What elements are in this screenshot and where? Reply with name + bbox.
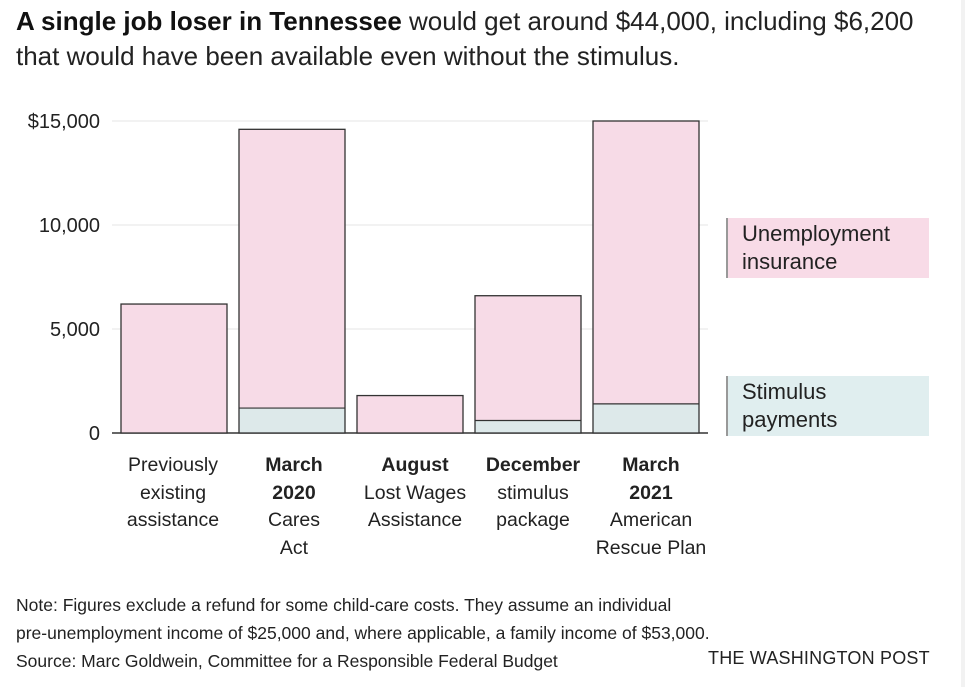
bar-unemployment — [239, 129, 345, 409]
bar-outline — [356, 394, 464, 434]
footnote-line-1: Note: Figures exclude a refund for some … — [16, 595, 672, 615]
bar-outline — [474, 295, 582, 434]
bar-outline — [238, 128, 346, 434]
headline-bold: A single job loser in Tennessee — [16, 6, 402, 36]
x-category-bold-line: March — [265, 454, 323, 476]
bar-stimulus — [475, 420, 581, 433]
bar-outline — [592, 120, 700, 434]
x-category-bold-line: December — [485, 454, 581, 476]
x-category-label: December stimulus package — [463, 452, 603, 535]
footnote-line-2: pre-unemployment income of $25,000 and, … — [16, 623, 710, 643]
x-category-line: existing — [139, 481, 207, 504]
bar-unemployment — [357, 395, 463, 433]
x-category-line: Cares — [267, 509, 321, 531]
bar-unemployment — [121, 304, 227, 433]
x-category-line: assistance — [126, 509, 220, 531]
x-category-line: Act — [279, 536, 309, 559]
publisher-credit: THE WASHINGTON POST — [708, 648, 930, 668]
x-category-label: August Lost Wages Assistance — [345, 452, 485, 535]
legend-stimulus-line-2: payments — [742, 407, 838, 432]
headline-rest: would get around $44,000, including $6,2… — [16, 6, 914, 71]
x-category-line: American — [609, 509, 693, 531]
x-category-line: 2021 — [629, 481, 673, 504]
bar-unemployment — [593, 121, 699, 404]
x-category-bold-line: August — [381, 454, 449, 476]
x-category-line: Lost Wages — [363, 481, 467, 504]
stacked-bar-chart: 0 5,000 10,000 $15,000 — [28, 111, 708, 445]
x-category-line: Assistance — [367, 509, 463, 531]
source-line: Source: Marc Goldwein, Committee for a R… — [16, 651, 558, 671]
bar-unemployment — [475, 295, 581, 421]
headline: A single job loser in Tennessee would ge… — [16, 4, 946, 74]
y-tick-label: 0 — [89, 423, 100, 445]
bar-stimulus — [593, 403, 699, 433]
legend-unemployment-line-2: insurance — [742, 249, 838, 274]
legend-stimulus-line-1: Stimulus — [742, 379, 827, 404]
x-category-label: March 2021 American Rescue Plan — [581, 452, 721, 562]
y-tick-label: $15,000 — [28, 111, 100, 133]
bar-outline — [120, 303, 228, 434]
y-tick-label: 5,000 — [50, 319, 100, 341]
scrollbar[interactable] — [961, 0, 965, 687]
x-category-label: March 2020 Cares Act — [224, 452, 364, 562]
x-category-label: Previously existing assistance — [103, 452, 243, 535]
x-category-line: Rescue Plan — [595, 536, 707, 559]
legend-stimulus: Stimulus payments — [726, 376, 929, 436]
x-category-line: 2020 — [272, 481, 316, 504]
y-tick-label: 10,000 — [39, 215, 100, 237]
x-category-line: Previously — [128, 454, 218, 476]
x-category-line: package — [496, 509, 570, 531]
bar-stimulus — [239, 408, 345, 433]
x-category-bold-line: March — [622, 454, 680, 476]
x-category-line: stimulus — [497, 481, 569, 504]
legend-unemployment-line-1: Unemployment — [742, 221, 890, 246]
legend-unemployment: Unemployment insurance — [726, 218, 929, 278]
